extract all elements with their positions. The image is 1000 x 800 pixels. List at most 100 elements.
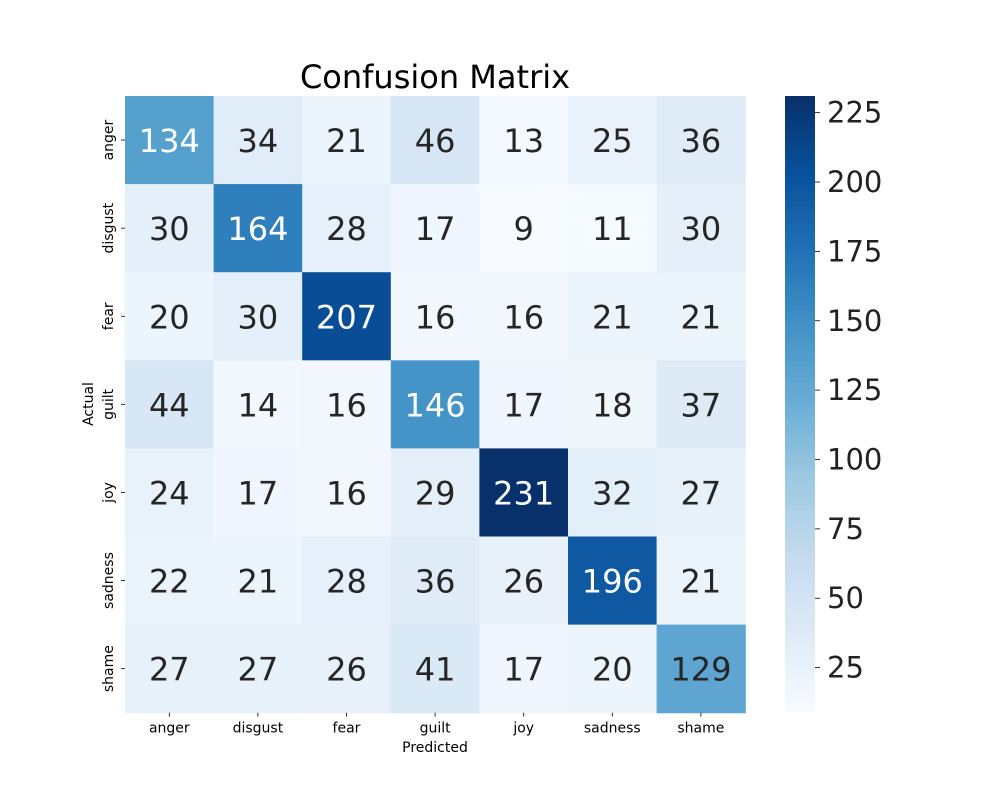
heatmap-cell <box>390 448 480 538</box>
y-tick-label: guilt <box>101 388 117 420</box>
cell-value-label: 27 <box>238 651 279 689</box>
cell-value-label: 21 <box>681 563 722 601</box>
cell-value-label: 46 <box>415 122 456 160</box>
heatmap-cell <box>656 448 746 538</box>
heatmap-cell <box>479 184 569 273</box>
cell-value-label: 25 <box>592 122 633 160</box>
cell-value-label: 231 <box>493 474 554 512</box>
y-tick-label: joy <box>101 482 117 504</box>
cell-value-label: 26 <box>503 563 544 601</box>
heatmap-cell <box>568 360 658 449</box>
cell-value-label: 16 <box>415 298 456 336</box>
cell-value-label: 17 <box>503 651 544 689</box>
heatmap-cell <box>125 536 215 626</box>
cell-value-label: 164 <box>227 210 288 248</box>
cell-value-label: 20 <box>149 298 190 336</box>
heatmap-cell <box>390 624 480 714</box>
heatmap-cell <box>568 272 658 361</box>
x-axis-ticks: anger disgust fear guilt joy sadness shame <box>149 712 724 737</box>
heatmap-grid: 134 34 21 46 13 25 36 30 164 28 17 9 11 30 20 30 207 16 16… <box>125 96 746 714</box>
cell-value-label: 16 <box>326 386 367 424</box>
heatmap-cell <box>213 184 303 273</box>
cell-value-label: 36 <box>415 563 456 601</box>
colorbar-tick-label: 175 <box>827 234 882 268</box>
cell-value-label: 17 <box>503 386 544 424</box>
heatmap-cell <box>568 448 658 538</box>
y-tick-label: fear <box>101 302 117 330</box>
colorbar-tick-label: 75 <box>827 512 864 546</box>
heatmap-cell <box>302 624 392 714</box>
cell-value-label: 28 <box>326 210 367 248</box>
heatmap-cell <box>302 96 392 185</box>
heatmap-cell <box>656 360 746 449</box>
heatmap-cell <box>213 360 303 449</box>
heatmap-cell <box>656 184 746 273</box>
cell-value-label: 134 <box>139 122 200 160</box>
heatmap-cell <box>125 96 215 185</box>
heatmap-cell <box>125 624 215 714</box>
y-tick-label: anger <box>101 119 117 160</box>
heatmap-cell <box>302 448 392 538</box>
heatmap-cell <box>479 624 569 714</box>
colorbar-tick-label: 100 <box>827 442 882 476</box>
x-tick-label: fear <box>333 721 361 737</box>
colorbar-tick-label: 200 <box>827 165 882 199</box>
cell-value-label: 32 <box>592 474 633 512</box>
heatmap-cell <box>213 96 303 185</box>
heatmap-cell <box>568 624 658 714</box>
heatmap-cell <box>302 536 392 626</box>
heatmap-cell <box>302 272 392 361</box>
cell-value-label: 196 <box>582 563 643 601</box>
cell-value-label: 146 <box>405 386 466 424</box>
heatmap-cell <box>213 536 303 626</box>
y-tick-label: sadness <box>101 552 117 609</box>
cell-value-label: 16 <box>503 298 544 336</box>
cell-value-label: 37 <box>681 386 722 424</box>
x-axis-label: Predicted <box>402 740 468 756</box>
heatmap-cell <box>656 272 746 361</box>
heatmap-cell <box>213 272 303 361</box>
cell-value-label: 41 <box>415 651 456 689</box>
heatmap-cell <box>656 624 746 714</box>
x-tick-label: shame <box>677 721 724 737</box>
colorbar-tick-label: 225 <box>827 96 882 130</box>
cell-value-label: 27 <box>681 474 722 512</box>
cell-value-label: 11 <box>592 210 633 248</box>
heatmap-cell <box>479 448 569 538</box>
cell-value-label: 26 <box>326 651 367 689</box>
cell-value-label: 22 <box>149 563 190 601</box>
heatmap-cell <box>390 96 480 185</box>
cell-value-label: 30 <box>149 210 190 248</box>
cell-value-label: 29 <box>415 474 456 512</box>
cell-value-label: 44 <box>149 386 190 424</box>
heatmap-cell <box>656 96 746 185</box>
cell-value-label: 20 <box>592 651 633 689</box>
cell-value-label: 36 <box>681 122 722 160</box>
colorbar-tick-label: 150 <box>827 304 882 338</box>
cell-value-label: 129 <box>670 651 731 689</box>
heatmap-cell <box>125 448 215 538</box>
chart-title: Confusion Matrix <box>300 58 570 96</box>
cell-value-label: 207 <box>316 298 377 336</box>
colorbar: 25 50 75 100 125 150 175 200 225 <box>785 96 882 712</box>
cell-value-label: 21 <box>592 298 633 336</box>
y-tick-label: disgust <box>101 202 117 253</box>
heatmap-cell <box>125 272 215 361</box>
heatmap-cell <box>302 360 392 449</box>
heatmap-cell <box>479 536 569 626</box>
heatmap-cell <box>213 624 303 714</box>
cell-value-label: 34 <box>238 122 279 160</box>
y-axis-label: Actual <box>81 382 97 426</box>
cell-value-label: 21 <box>681 298 722 336</box>
heatmap-cell <box>479 96 569 185</box>
cell-value-label: 16 <box>326 474 367 512</box>
heatmap-cell <box>213 448 303 538</box>
cell-value-label: 24 <box>149 474 190 512</box>
y-tick-label: shame <box>101 645 117 692</box>
colorbar-tick-label: 125 <box>827 373 882 407</box>
x-tick-label: disgust <box>233 721 284 737</box>
heatmap-cell <box>479 272 569 361</box>
heatmap-cell <box>390 272 480 361</box>
colorbar-tick-label: 50 <box>827 581 864 615</box>
